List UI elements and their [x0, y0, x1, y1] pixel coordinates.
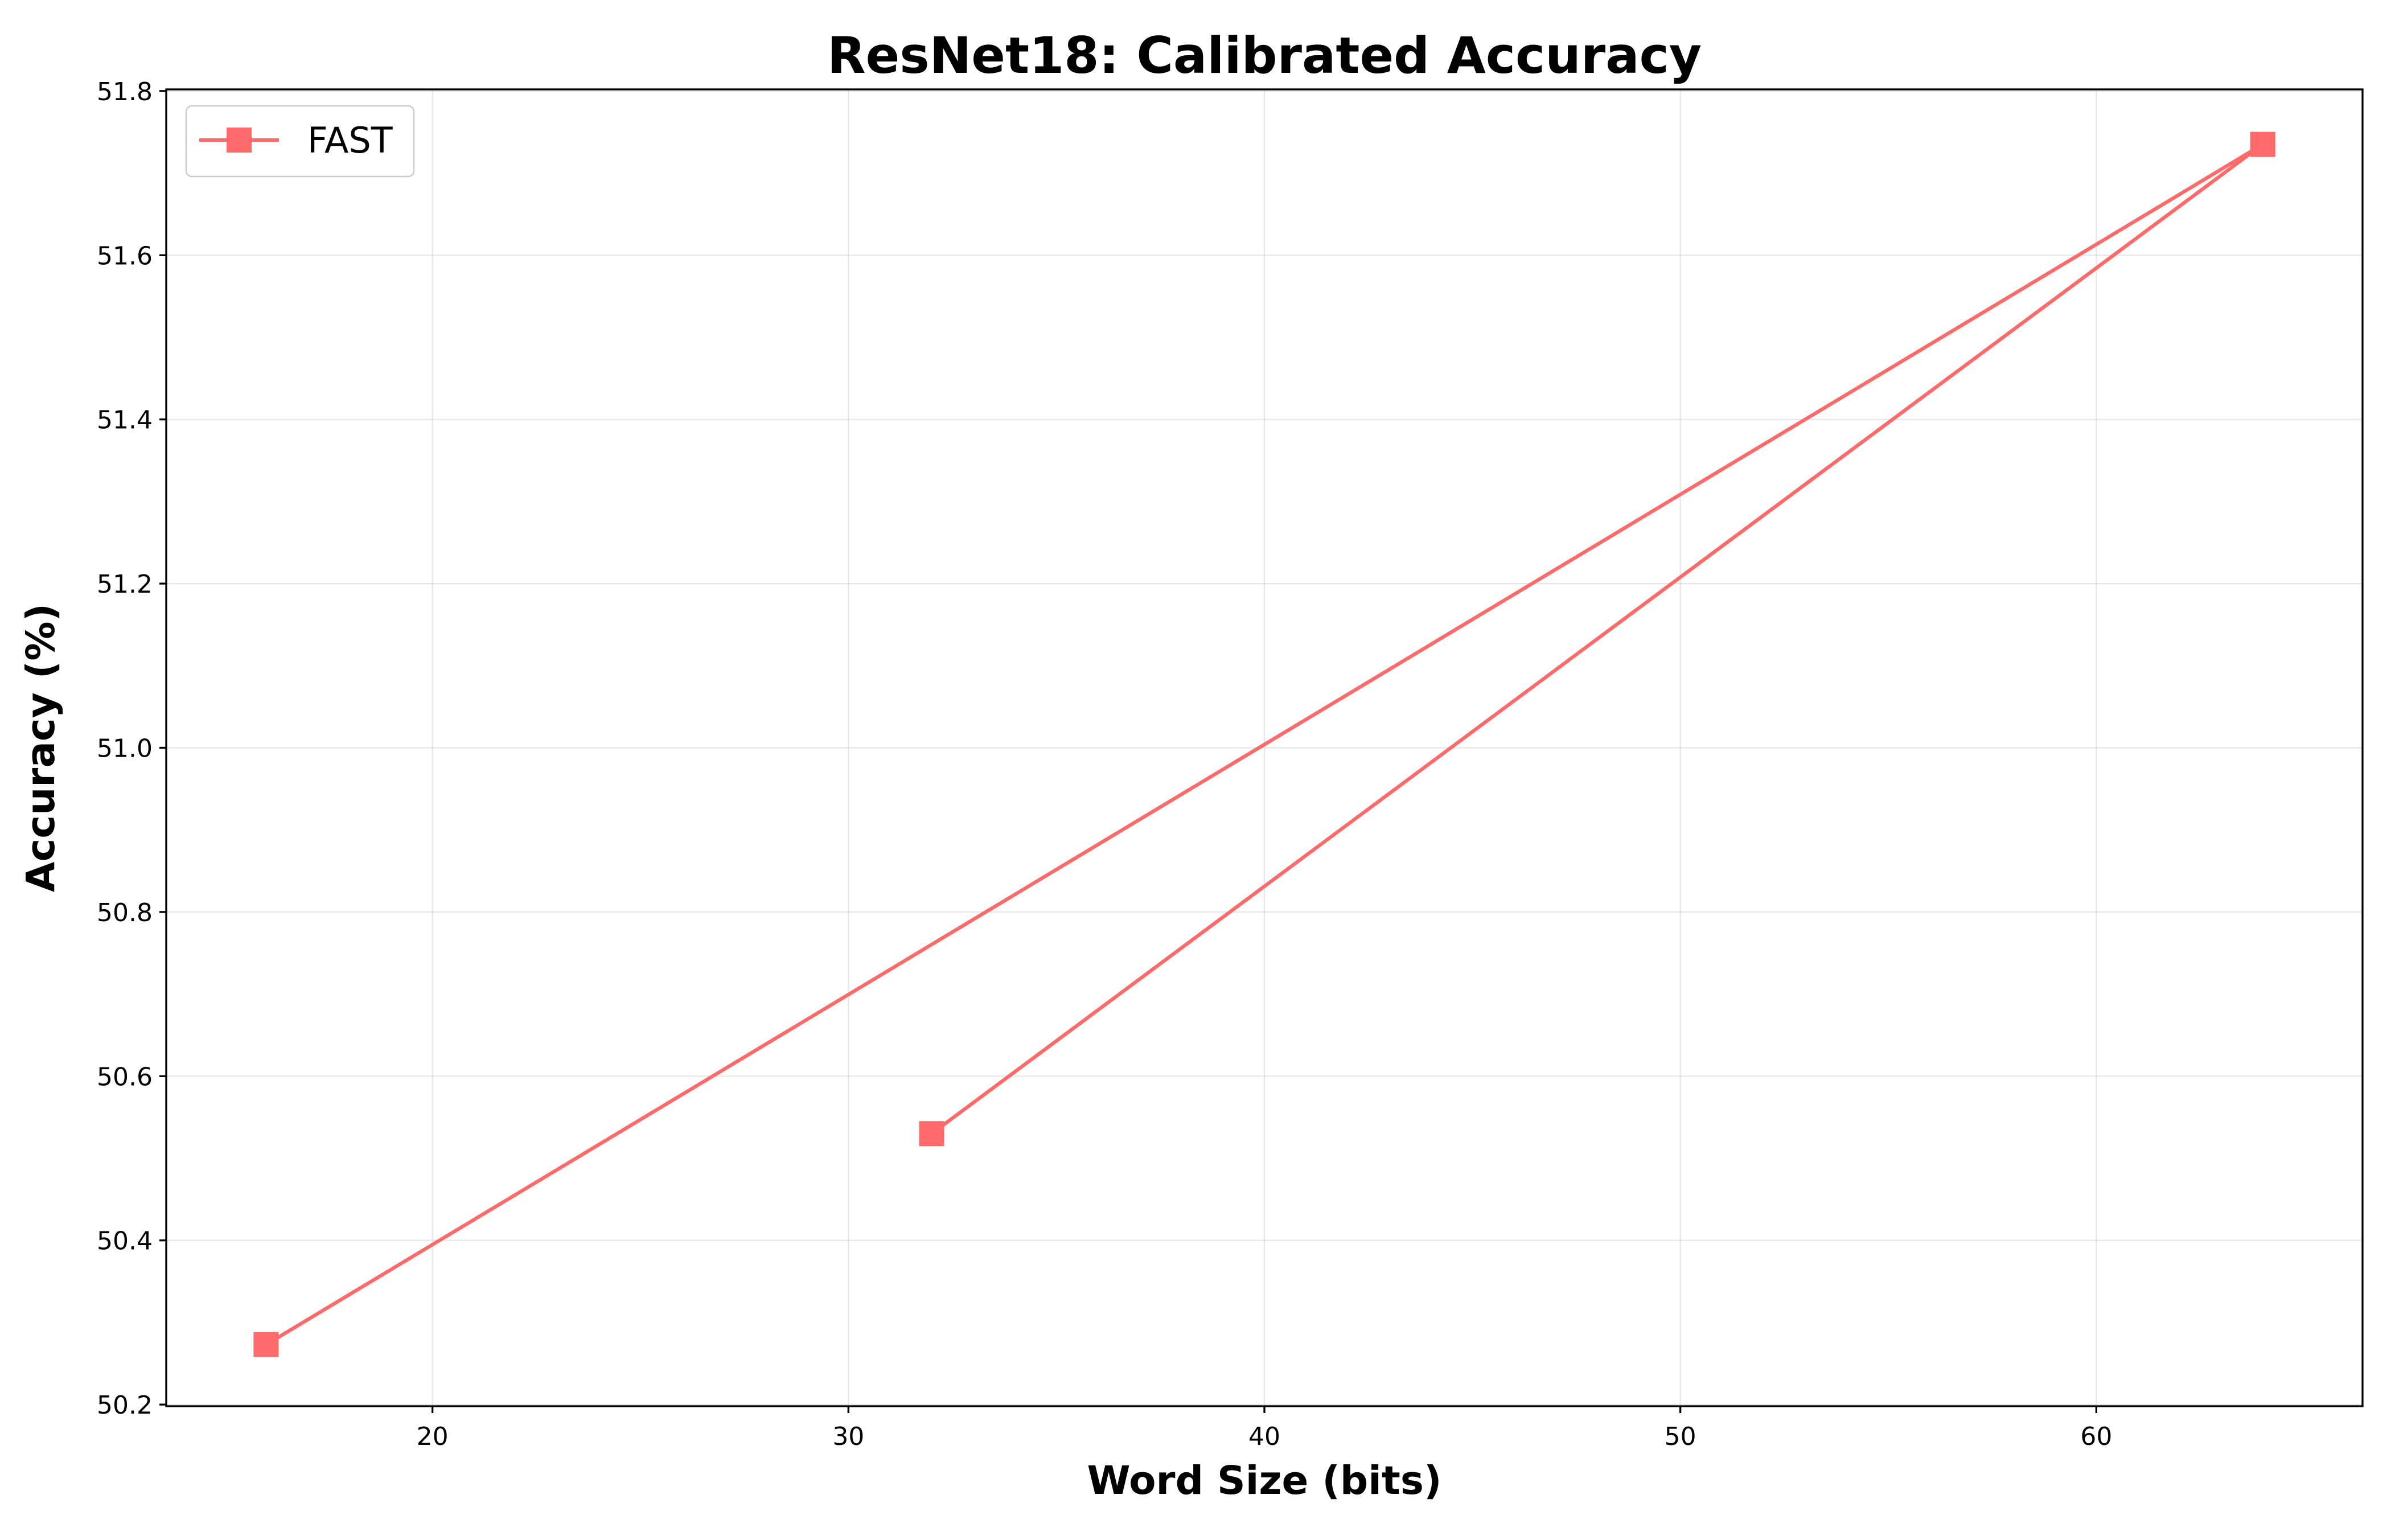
legend-box [185, 105, 415, 178]
y-tick-label: 51.2 [97, 570, 153, 599]
data-point-marker [919, 1121, 944, 1147]
x-tick-label: 20 [417, 1422, 449, 1451]
legend-label-fast: FAST [307, 120, 393, 161]
series-layer [253, 132, 2275, 1357]
x-tick-label: 30 [832, 1422, 864, 1451]
y-tick-label: 51.6 [97, 241, 153, 270]
legend-marker-square [227, 128, 252, 153]
grid [166, 89, 2363, 1406]
data-point-marker [2250, 132, 2275, 157]
y-tick-label: 51.0 [97, 734, 153, 763]
x-tick-label: 60 [2080, 1422, 2112, 1451]
legend: FAST [185, 105, 415, 178]
y-tick-label: 51.8 [97, 77, 153, 106]
y-axis-label: Accuracy (%) [18, 603, 64, 892]
x-tick-label: 40 [1248, 1422, 1280, 1451]
y-tick-label: 50.8 [97, 898, 153, 927]
x-axis-label: Word Size (bits) [1087, 1458, 1442, 1504]
x-tick-label: 50 [1665, 1422, 1696, 1451]
data-point-marker [253, 1332, 279, 1357]
y-tick-label: 50.6 [97, 1062, 153, 1091]
y-tick-label: 51.4 [97, 406, 153, 435]
y-tick-label: 50.2 [97, 1391, 153, 1420]
y-tick-label: 50.4 [97, 1227, 153, 1256]
chart-title: ResNet18: Calibrated Accuracy [827, 26, 1702, 85]
axis-ticks: 20 30 40 50 60 50.2 50.4 50.6 50.8 51.0 51.2 51.4 51… [97, 77, 2112, 1451]
